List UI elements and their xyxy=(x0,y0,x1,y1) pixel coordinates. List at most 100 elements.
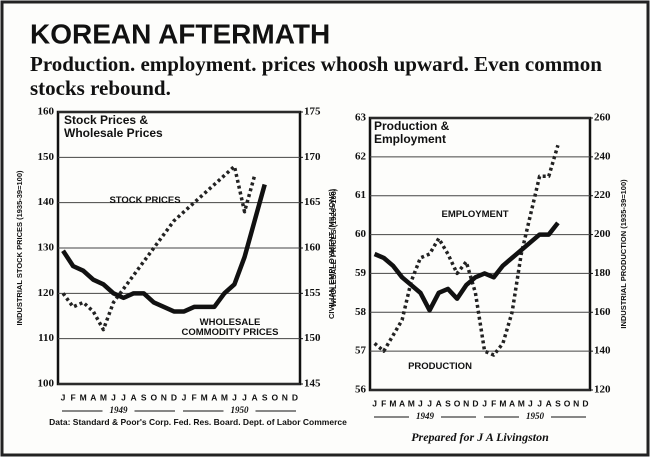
y-tick-label: 120 xyxy=(38,287,55,299)
x-tick-label: J xyxy=(482,398,487,408)
y2-tick-label: 160 xyxy=(304,242,321,254)
x-tick-label: A xyxy=(90,392,96,402)
year-label: 1949 xyxy=(110,405,129,415)
x-tick-label: J xyxy=(528,398,533,408)
x-tick-label: F xyxy=(491,398,496,408)
x-tick-label: M xyxy=(518,398,525,408)
x-tick-label: O xyxy=(454,398,461,408)
x-tick-label: A xyxy=(131,392,137,402)
x-tick-label: J xyxy=(372,398,377,408)
year-label: 1950 xyxy=(526,411,545,421)
x-tick-label: D xyxy=(582,398,588,408)
y-tick-label: 150 xyxy=(38,151,55,163)
y2-tick-label: 140 xyxy=(594,345,611,357)
y-tick-label: 61 xyxy=(355,189,366,201)
x-tick-label: D xyxy=(472,398,478,408)
x-tick-label: A xyxy=(436,398,442,408)
x-tick-label: F xyxy=(381,398,386,408)
x-tick-label: M xyxy=(80,392,87,402)
series-label-box: STOCK PRICES xyxy=(109,196,181,206)
year-label: 1949 xyxy=(416,411,435,421)
x-tick-label: N xyxy=(463,398,469,408)
x-tick-label: J xyxy=(418,398,423,408)
x-tick-label: J xyxy=(232,392,237,402)
y-axis-label: INDUSTRIAL STOCK PRICES (1935-39=100) xyxy=(15,170,24,325)
series-label-box: PRODUCTION xyxy=(408,362,472,372)
y-tick-label: 110 xyxy=(38,332,54,344)
subtitle: Production. employment. prices whoosh up… xyxy=(30,52,602,100)
y2-tick-label: 160 xyxy=(594,306,611,318)
x-tick-label: S xyxy=(141,392,147,402)
year-label: 1950 xyxy=(231,405,250,415)
x-tick-label: O xyxy=(150,392,157,402)
series-line xyxy=(373,144,560,357)
x-tick-label: A xyxy=(399,398,405,408)
x-tick-label: M xyxy=(221,392,228,402)
x-tick-label: D xyxy=(171,392,177,402)
y-tick-label: 63 xyxy=(355,112,367,124)
series-line xyxy=(61,164,257,332)
x-tick-label: N xyxy=(282,392,288,402)
series-line xyxy=(61,183,267,314)
chart-title-box: Production & Employment xyxy=(374,120,450,146)
series-label: EMPLOYMENT xyxy=(441,210,509,220)
x-tick-label: J xyxy=(182,392,187,402)
y-tick-label: 140 xyxy=(38,196,55,208)
series-label: STOCK PRICES xyxy=(109,196,181,206)
y2-axis-label: INDUSTRIAL PRODUCTION (1935-39=100) xyxy=(619,179,628,329)
y2-tick-label: 155 xyxy=(304,287,321,299)
chart-title: Production & Employment xyxy=(374,120,450,146)
y2-tick-label: 150 xyxy=(304,332,321,344)
x-tick-label: A xyxy=(211,392,217,402)
y-tick-label: 59 xyxy=(355,267,367,279)
subtitle-box: Production. employment. prices whoosh up… xyxy=(30,52,602,100)
y2-axis-label: WHOLESALE PRICES (1926=100) xyxy=(329,188,338,307)
y-tick-label: 57 xyxy=(355,345,367,357)
y-tick-label: 56 xyxy=(355,384,367,396)
y2-tick-label: 220 xyxy=(594,189,611,201)
y2-tick-label: 240 xyxy=(594,150,611,162)
credit: Prepared for J A Livingston xyxy=(411,430,549,444)
y2-tick-label: 170 xyxy=(304,151,321,163)
y2-tick-label: 120 xyxy=(594,384,611,396)
x-tick-label: J xyxy=(242,392,247,402)
x-tick-label: J xyxy=(61,392,66,402)
x-tick-label: O xyxy=(271,392,278,402)
y-tick-label: 160 xyxy=(38,106,55,118)
y-axis-label: CIVILIAN EMPLOYMENT (MILLIONS) xyxy=(327,189,336,319)
x-tick-label: D xyxy=(292,392,298,402)
x-tick-label: M xyxy=(389,398,396,408)
source-note: Data: Standard & Poor's Corp. Fed. Res. … xyxy=(49,418,347,427)
y-tick-label: 60 xyxy=(355,228,367,240)
y-tick-label: 62 xyxy=(355,150,367,162)
x-tick-label: N xyxy=(161,392,167,402)
series-label-box: WHOLESALE COMMODITY PRICES xyxy=(181,318,279,338)
x-tick-label: J xyxy=(537,398,542,408)
page-title: KOREAN AFTERMATH xyxy=(30,18,330,49)
source-note-box: Data: Standard & Poor's Corp. Fed. Res. … xyxy=(49,418,347,427)
y2-tick-label: 165 xyxy=(304,196,321,208)
x-tick-label: J xyxy=(427,398,432,408)
y2-tick-label: 200 xyxy=(594,228,611,240)
series-line xyxy=(373,221,560,313)
y2-tick-label: 145 xyxy=(304,378,321,390)
x-tick-label: S xyxy=(445,398,451,408)
series-label: WHOLESALE COMMODITY PRICES xyxy=(181,318,279,338)
chart-title: Stock Prices & Wholesale Prices xyxy=(64,114,163,140)
x-tick-label: O xyxy=(564,398,571,408)
series-label: PRODUCTION xyxy=(408,362,472,372)
x-tick-label: S xyxy=(262,392,268,402)
x-tick-label: A xyxy=(509,398,515,408)
y-tick-label: 100 xyxy=(38,378,55,390)
chart-title-box: Stock Prices & Wholesale Prices xyxy=(64,114,163,140)
x-tick-label: S xyxy=(555,398,561,408)
x-tick-label: J xyxy=(111,392,116,402)
y2-tick-label: 175 xyxy=(304,106,321,118)
x-tick-label: M xyxy=(499,398,506,408)
y-tick-label: 58 xyxy=(355,306,367,318)
x-tick-label: F xyxy=(71,392,76,402)
x-tick-label: A xyxy=(252,392,258,402)
series-label-box: EMPLOYMENT xyxy=(441,210,509,220)
